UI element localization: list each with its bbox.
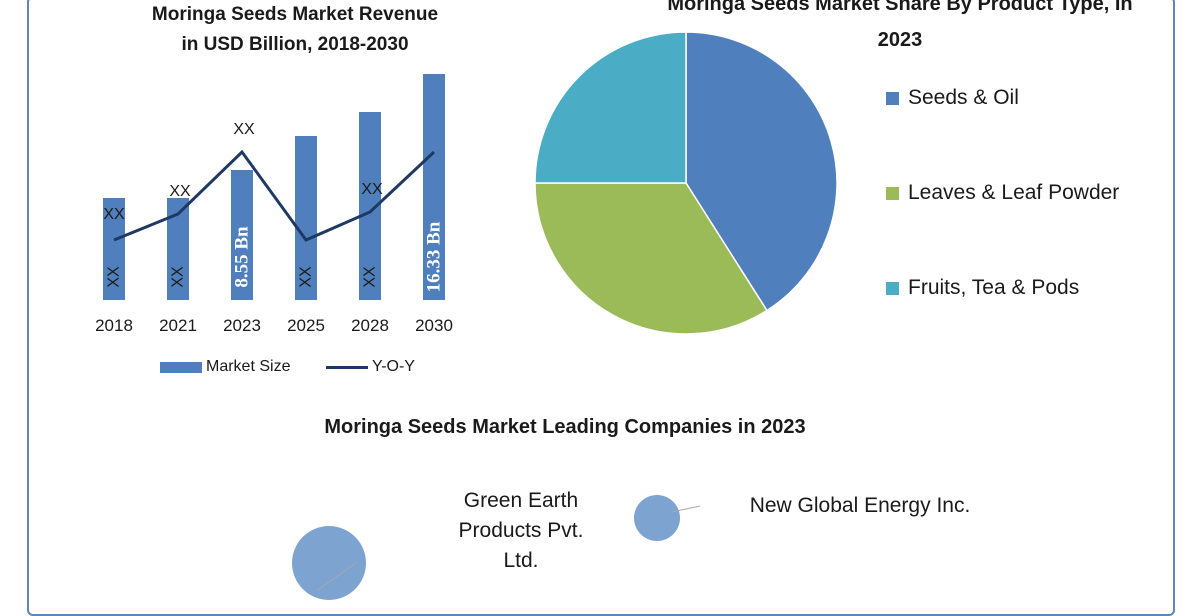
pie-chart-title: Moringa Seeds Market Share By Product Ty… xyxy=(560,0,1200,58)
legend-leaves-label: Leaves & Leaf Powder xyxy=(908,181,1120,204)
bubble-new-global-energy-leader xyxy=(671,505,701,513)
yoy-label-2021: XX xyxy=(169,183,191,200)
yoy-line xyxy=(113,149,436,242)
bar-2028 xyxy=(359,112,381,300)
company-green-earth-line-2: Products Pvt. xyxy=(458,519,584,542)
bubble-green-earth-leader xyxy=(317,561,358,591)
yoy-swatch xyxy=(326,365,368,369)
pie-chart-title-line-1: Moringa Seeds Market Share By Product Ty… xyxy=(667,0,1133,15)
leaves-swatch xyxy=(886,186,899,200)
x-tick-2021: 2021 xyxy=(159,316,197,335)
legend-yoy-label: Y-O-Y xyxy=(372,358,415,375)
x-tick-2030: 2030 xyxy=(415,316,453,335)
yoy-label-2028: XX xyxy=(361,181,383,198)
bar-2030 xyxy=(423,74,445,300)
x-tick-2025: 2025 xyxy=(287,316,325,335)
bar-2021 xyxy=(167,198,189,300)
legend-seeds-oil-label: Seeds & Oil xyxy=(908,86,1019,109)
pie-slice-fruits-tea-pods xyxy=(534,31,687,184)
pie-slice-leaves-leaf-powder xyxy=(534,182,768,335)
pie-slice-seeds-oil xyxy=(685,31,838,312)
yoy-label-2023: XX xyxy=(233,121,255,138)
legend-market-size: Market Size xyxy=(160,358,290,376)
bar-label-2023: 8.55 Bn xyxy=(232,226,253,288)
company-green-earth-line-3: Ltd. xyxy=(503,549,539,572)
bar-chart-title: Moringa Seeds Market Revenue in USD Bill… xyxy=(110,0,480,60)
company-green-earth: Green Earth Products Pvt. Ltd. xyxy=(436,486,606,576)
pie-chart-title-line-2: 2023 xyxy=(877,29,923,51)
seeds-oil-swatch xyxy=(886,91,899,105)
bar-chart-title-line-2: in USD Billion, 2018-2030 xyxy=(181,34,409,55)
bar-label-2025: XX xyxy=(298,266,315,288)
yoy-label-2018: XX xyxy=(103,206,125,223)
company-new-global-energy-line-1: New Global Energy Inc. xyxy=(749,494,971,517)
bar-2023 xyxy=(231,170,253,300)
legend-leaves: Leaves & Leaf Powder xyxy=(886,181,1119,205)
chart-canvas: 2018 2021 2023 2025 2028 2030 XX XX 8.55 Bn XX XX 1… xyxy=(95,31,838,600)
market-size-swatch xyxy=(160,361,202,373)
bar-label-2028: XX xyxy=(362,266,379,288)
bar-chart-title-line-1: Moringa Seeds Market Revenue xyxy=(151,4,439,25)
companies-title: Moringa Seeds Market Leading Companies i… xyxy=(324,416,806,438)
bar-2025 xyxy=(295,136,317,300)
legend-fruits-label: Fruits, Tea & Pods xyxy=(908,276,1080,299)
legend-yoy: Y-O-Y xyxy=(326,358,415,376)
bar-2018 xyxy=(103,198,125,300)
company-green-earth-line-1: Green Earth xyxy=(463,489,579,512)
bubble-green-earth xyxy=(292,526,366,600)
legend-market-size-label: Market Size xyxy=(206,358,291,375)
company-new-global-energy: New Global Energy Inc. xyxy=(730,491,990,521)
bubble-new-global-energy xyxy=(634,495,680,541)
bar-label-2018: XX xyxy=(106,266,123,288)
bar-label-2021: XX xyxy=(170,266,187,288)
legend-seeds-oil: Seeds & Oil xyxy=(886,86,1019,110)
bar-label-2030: 16.33 Bn xyxy=(424,221,445,292)
x-tick-2018: 2018 xyxy=(95,316,133,335)
x-tick-2023: 2023 xyxy=(223,316,261,335)
legend-fruits: Fruits, Tea & Pods xyxy=(886,276,1079,300)
x-tick-2028: 2028 xyxy=(351,316,389,335)
fruits-swatch xyxy=(886,281,899,295)
